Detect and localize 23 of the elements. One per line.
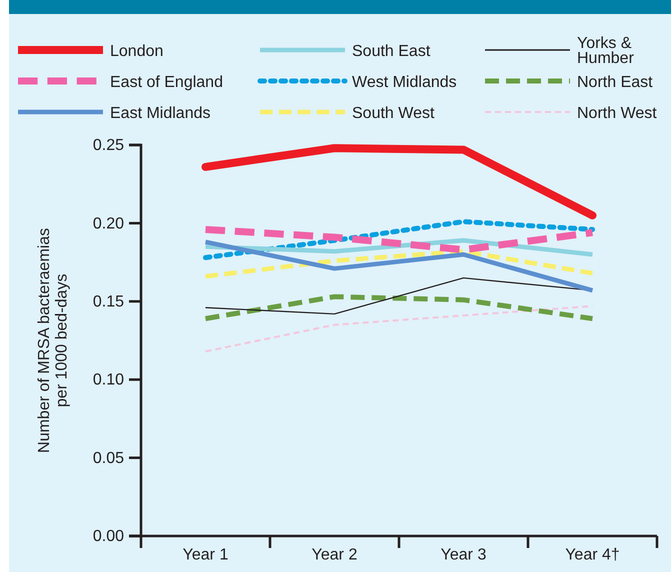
legend-label: North West: [577, 105, 658, 122]
line-series: [203, 240, 595, 293]
y-tick-label: 0.00: [92, 528, 124, 546]
x-tick-label: Year 3: [440, 546, 486, 564]
y-tick-label: 0.20: [92, 215, 124, 232]
y-axis-title: Number of MRSA bacteraemias per 1000 bed-days: [36, 228, 70, 453]
legend-label: North East: [577, 74, 654, 91]
x-tick-label: Year 2: [312, 546, 358, 564]
y-tick-label: 0.10: [92, 372, 124, 389]
legend-label: South West: [352, 105, 435, 122]
legend-label: East Midlands: [110, 105, 210, 122]
x-tick-label: Year 1: [182, 546, 228, 564]
y-tick-label: 0.15: [92, 294, 124, 311]
legend-label: Yorks & Humber: [577, 35, 635, 68]
line-series: [204, 305, 594, 352]
legend-label: East of England: [110, 74, 223, 91]
legend-label: London: [110, 43, 164, 60]
legend-label: West Midlands: [352, 74, 457, 91]
y-tick-label: 0.25: [92, 137, 124, 154]
y-tick-label: 0.05: [92, 450, 124, 467]
x-tick-label: Year 4†: [565, 546, 620, 564]
line-series: [203, 249, 595, 279]
legend-label: South East: [352, 43, 431, 60]
